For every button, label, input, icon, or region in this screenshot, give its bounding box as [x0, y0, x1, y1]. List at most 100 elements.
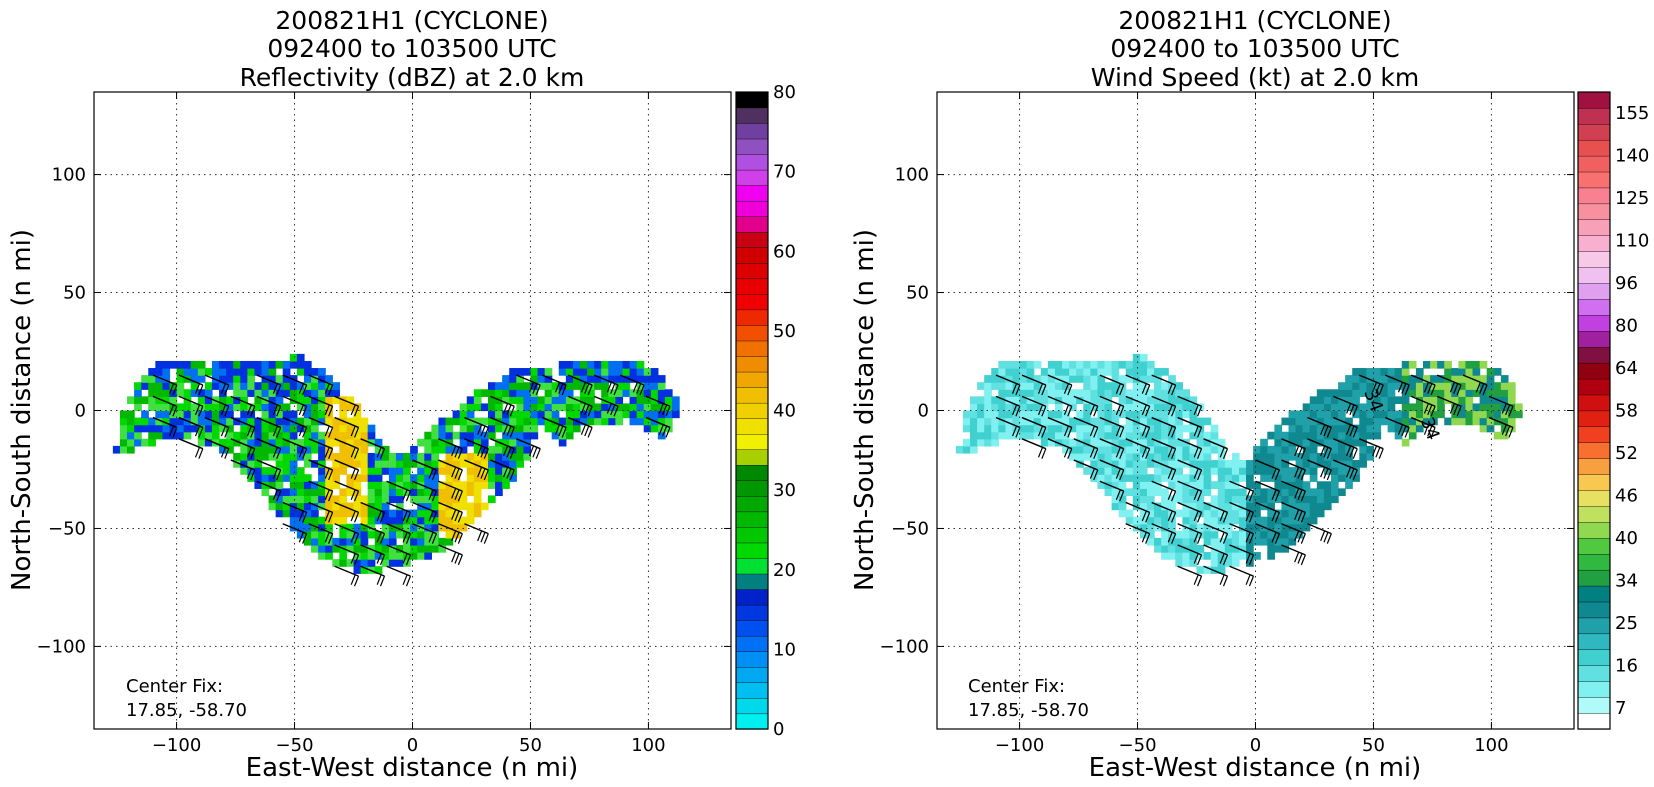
colorbar-swatch: [735, 386, 769, 404]
field-cell: [537, 417, 546, 426]
field-cell: [381, 523, 390, 532]
field-cell: [502, 417, 510, 426]
field-cell: [1196, 523, 1205, 532]
field-cell: [1217, 452, 1226, 461]
field-cell: [282, 509, 291, 518]
field-cell: [275, 452, 284, 461]
colorbar-swatch: [1577, 665, 1611, 682]
field-cell: [311, 431, 319, 440]
field-cell: [1104, 368, 1113, 376]
field-cell: [1415, 368, 1424, 376]
field-cell: [403, 523, 411, 532]
field-cell: [523, 452, 532, 461]
field-cell: [247, 424, 256, 433]
field-cell: [1019, 382, 1028, 390]
field-cell: [1083, 452, 1091, 461]
field-cell: [1267, 467, 1275, 475]
wind-barb-flag: [454, 553, 460, 564]
wind-barb: [386, 480, 411, 492]
field-cell: [240, 375, 248, 383]
field-cell: [247, 368, 256, 376]
field-cell: [1139, 389, 1148, 397]
field-cell: [403, 452, 411, 461]
wind-barb: [282, 438, 307, 450]
field-cell: [1401, 375, 1410, 383]
wind-barb: [1177, 501, 1202, 514]
wind-speed-panel: 200821H1 (CYCLONE) 092400 to 103500 UTC …: [850, 6, 1649, 783]
wind-barb-flag: [1067, 448, 1073, 459]
field-cell: [268, 368, 277, 376]
field-cell: [1203, 502, 1212, 511]
field-cell: [332, 537, 340, 546]
field-cell: [473, 396, 482, 405]
field-cell: [1309, 460, 1318, 468]
wind-barb: [1307, 416, 1332, 429]
field-cell: [303, 523, 312, 532]
field-cell: [1196, 445, 1205, 454]
wind-barb-flag: [194, 447, 201, 458]
field-cell: [466, 396, 475, 405]
field-cell: [1238, 516, 1247, 525]
field-cell: [1253, 467, 1261, 475]
field-cell: [261, 368, 270, 376]
wind-barb-flag: [1423, 424, 1429, 435]
wind-barb-flag: [324, 383, 330, 394]
field-cell: [1076, 368, 1084, 376]
field-cell: [459, 488, 468, 497]
field-cell: [1210, 431, 1219, 440]
wind-speed-field: [955, 353, 1523, 574]
field-cell: [226, 445, 234, 454]
field-cell: [1458, 389, 1467, 397]
field-cell: [424, 438, 432, 447]
field-cell: [509, 467, 517, 475]
field-cell: [204, 389, 213, 397]
field-cell: [1288, 509, 1297, 518]
wind-barb: [386, 565, 411, 577]
field-cell: [438, 445, 447, 454]
wind-barb: [1151, 501, 1176, 514]
wind-barb-flag: [220, 447, 227, 458]
field-cell: [204, 438, 213, 447]
field-cell: [296, 488, 305, 497]
field-cell: [445, 509, 454, 518]
field-cell: [1005, 396, 1014, 405]
y-tick-label: 50: [906, 283, 929, 304]
field-cell: [374, 566, 383, 574]
field-cell: [445, 431, 454, 440]
field-cell: [1231, 474, 1240, 482]
wind-barb: [1229, 523, 1254, 535]
field-cell: [275, 467, 284, 475]
field-cell: [353, 424, 362, 433]
y-axis-label: North-South distance (n mi): [850, 229, 880, 591]
wind-barb-flag: [298, 383, 304, 394]
field-cell: [183, 360, 192, 369]
field-cell: [1154, 474, 1162, 482]
field-cell: [141, 396, 149, 405]
field-cell: [594, 368, 602, 376]
field-cell: [1238, 474, 1247, 482]
field-cell: [289, 488, 298, 497]
wind-barb-flag: [454, 468, 460, 479]
wind-barb-flag: [1427, 425, 1433, 437]
wind-barb-flag: [1171, 490, 1177, 502]
field-cell: [226, 410, 234, 419]
field-cell: [1033, 417, 1042, 426]
field-cell: [1486, 403, 1495, 412]
wind-barb-flag: [580, 382, 586, 393]
wind-barb: [1410, 395, 1436, 407]
wind-barb-flag: [1067, 406, 1073, 417]
wind-barb: [386, 523, 411, 535]
field-cell: [1005, 417, 1014, 426]
field-cell: [1246, 502, 1254, 511]
colorbar-tick-label: 40: [773, 401, 796, 422]
wind-barb: [1281, 480, 1306, 492]
field-cell: [1479, 403, 1488, 412]
field-cell: [580, 410, 588, 419]
field-cell: [495, 445, 503, 454]
wind-barb-flag: [1093, 406, 1099, 417]
field-cell: [1217, 488, 1226, 497]
field-cell: [516, 452, 524, 461]
wind-barb-flag: [428, 532, 434, 543]
colorbar-frame: [735, 91, 769, 730]
field-cell: [977, 382, 985, 390]
